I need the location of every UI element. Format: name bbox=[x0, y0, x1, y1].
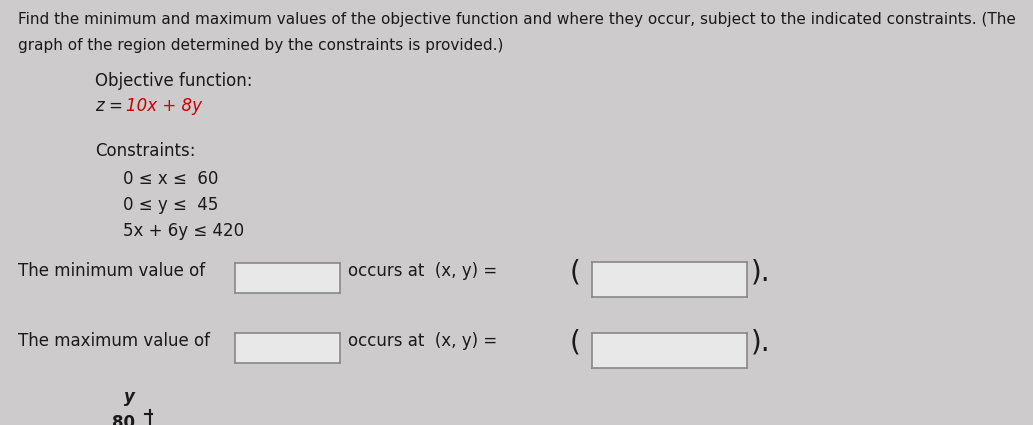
Text: graph of the region determined by the constraints is provided.): graph of the region determined by the co… bbox=[18, 38, 503, 53]
Text: occurs at  (x, y) =: occurs at (x, y) = bbox=[348, 332, 497, 350]
Text: 0 ≤ y ≤  45: 0 ≤ y ≤ 45 bbox=[123, 196, 218, 214]
Text: occurs at  (x, y) =: occurs at (x, y) = bbox=[348, 262, 497, 280]
Text: Find the minimum and maximum values of the objective function and where they occ: Find the minimum and maximum values of t… bbox=[18, 12, 1015, 27]
Text: z =: z = bbox=[95, 97, 128, 115]
Text: 0 ≤ x ≤  60: 0 ≤ x ≤ 60 bbox=[123, 170, 218, 188]
Text: The minimum value of: The minimum value of bbox=[18, 262, 206, 280]
Text: 5x + 6y ≤ 420: 5x + 6y ≤ 420 bbox=[123, 222, 244, 240]
Text: ).: ). bbox=[751, 328, 771, 356]
Text: The maximum value of: The maximum value of bbox=[18, 332, 210, 350]
Text: y: y bbox=[124, 388, 135, 406]
Text: 10x + 8y: 10x + 8y bbox=[126, 97, 202, 115]
Text: 80: 80 bbox=[112, 414, 135, 425]
Text: Constraints:: Constraints: bbox=[95, 142, 195, 160]
Text: (: ( bbox=[570, 258, 581, 286]
Text: Objective function:: Objective function: bbox=[95, 72, 252, 90]
Text: ).: ). bbox=[751, 258, 771, 286]
Text: (: ( bbox=[570, 328, 581, 356]
